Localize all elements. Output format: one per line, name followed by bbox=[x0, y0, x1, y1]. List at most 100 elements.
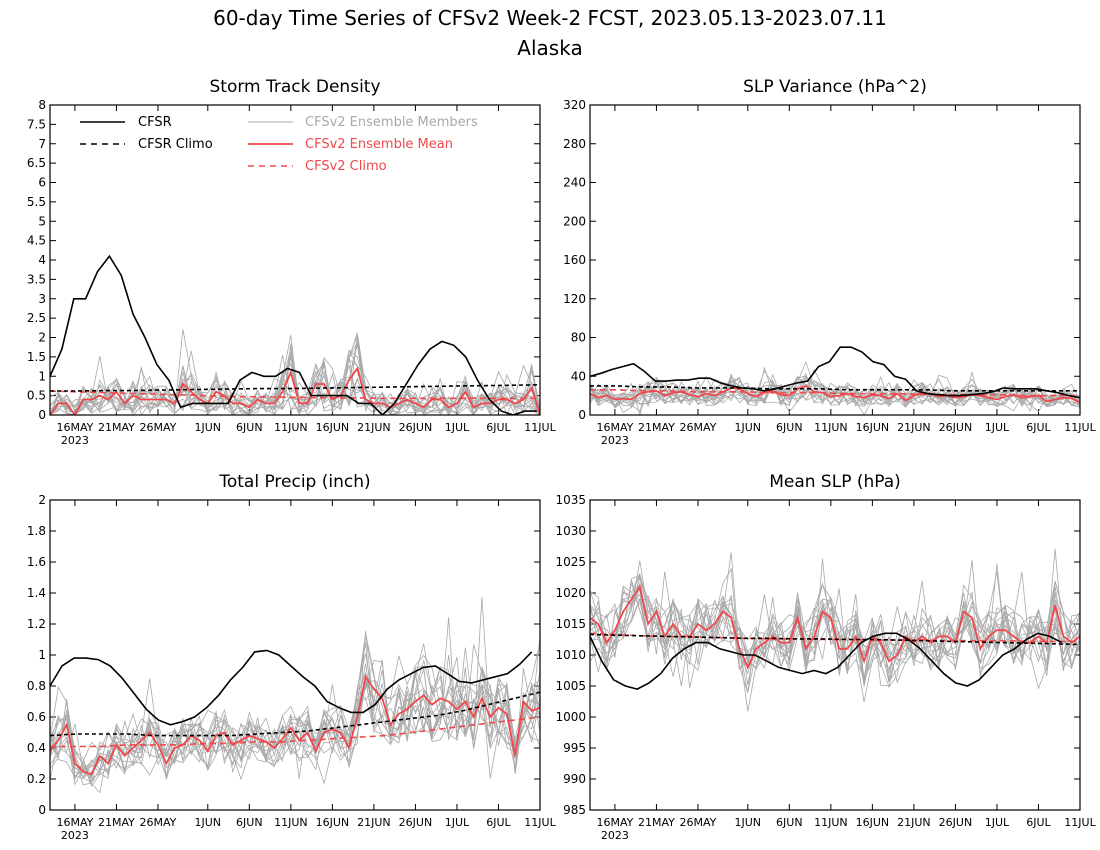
y-tick-label: 1005 bbox=[555, 679, 586, 693]
ensemble-member-line bbox=[50, 659, 540, 786]
ensemble-member-line bbox=[590, 571, 1080, 680]
y-tick-label: 7 bbox=[38, 137, 46, 151]
y-tick-label: 985 bbox=[563, 803, 586, 817]
x-year-label: 2023 bbox=[601, 434, 629, 447]
x-year-label: 2023 bbox=[61, 829, 89, 842]
y-tick-label: 990 bbox=[563, 772, 586, 786]
series-cfsr-climo-line bbox=[590, 385, 1080, 392]
x-tick-label: 11JUL bbox=[524, 816, 556, 829]
y-tick-label: 2 bbox=[38, 331, 46, 345]
panel-2: SLP Variance (hPa^2) 0 40 80 120 160 200 240 280… bbox=[563, 77, 1096, 447]
y-tick-label: 7.5 bbox=[27, 117, 46, 131]
series-cfsr-line bbox=[50, 649, 533, 726]
x-year-label: 2023 bbox=[61, 434, 89, 447]
ensemble-member-line bbox=[50, 666, 540, 782]
ensemble-member-line bbox=[50, 332, 540, 415]
series-cfsv2-climo-line bbox=[590, 388, 1080, 397]
x-tick-label: 6JUN bbox=[236, 421, 263, 434]
legend-label-ens-mean: CFSv2 Ensemble Mean bbox=[305, 137, 453, 152]
x-tick-label: 21JUN bbox=[897, 816, 931, 829]
panel-title: Total Precip (inch) bbox=[218, 472, 370, 492]
x-tick-label: 6JUN bbox=[776, 816, 803, 829]
x-tick-label: 6JUL bbox=[486, 421, 511, 434]
x-tick-label: 6JUL bbox=[486, 816, 511, 829]
x-tick-label: 11JUN bbox=[274, 421, 308, 434]
ensemble-member-line bbox=[590, 366, 1080, 409]
x-tick-label: 11JUL bbox=[1064, 421, 1096, 434]
x-tick-label: 11JUN bbox=[814, 421, 848, 434]
y-tick-label: 0.6 bbox=[27, 710, 46, 724]
y-tick-label: 6.5 bbox=[27, 156, 46, 170]
x-tick-label: 1JUL bbox=[985, 816, 1010, 829]
x-tick-label: 1JUN bbox=[735, 816, 762, 829]
x-tick-label: 21JUN bbox=[897, 421, 931, 434]
series-cfsv2-ensemble-mean-line bbox=[590, 584, 1080, 670]
panel-1: Storm Track Density 0 0.5 1 1.5 2 2.5 3 3.5 4 4.5 5… bbox=[27, 77, 557, 447]
y-tick-label: 320 bbox=[563, 98, 586, 112]
x-tick-label: 26MAY bbox=[140, 421, 177, 434]
ensemble-member-line bbox=[50, 336, 540, 415]
plot-frame bbox=[49, 499, 541, 811]
y-tick-label: 0 bbox=[38, 803, 46, 817]
panel-title: Storm Track Density bbox=[209, 77, 380, 97]
ensemble-member-line bbox=[50, 617, 540, 786]
plot-frame bbox=[589, 104, 1081, 416]
panel-title: SLP Variance (hPa^2) bbox=[743, 77, 927, 97]
x-tick-label: 6JUL bbox=[1026, 816, 1051, 829]
series-cfsr-climo-line bbox=[50, 691, 540, 737]
y-tick-label: 1.8 bbox=[27, 524, 46, 538]
y-tick-label: 6 bbox=[38, 176, 46, 190]
x-tick-label: 1JUL bbox=[445, 421, 470, 434]
x-tick-label: 16MAY bbox=[56, 421, 93, 434]
series-cfsr-climo-line bbox=[590, 633, 1080, 646]
ensemble-member-line bbox=[590, 574, 1080, 689]
y-tick-label: 5.5 bbox=[27, 195, 46, 209]
series-cfsr-climo-line bbox=[50, 384, 540, 392]
y-tick-label: 1.4 bbox=[27, 586, 46, 600]
x-tick-label: 11JUL bbox=[524, 421, 556, 434]
panel-title: Mean SLP (hPa) bbox=[769, 472, 901, 492]
legend-label-cfsr-climo: CFSR Climo bbox=[138, 137, 213, 152]
x-tick-label: 6JUN bbox=[776, 421, 803, 434]
figure-title: 60-day Time Series of CFSv2 Week-2 FCST,… bbox=[213, 6, 887, 30]
x-tick-label: 16JUN bbox=[856, 421, 890, 434]
y-tick-label: 0.8 bbox=[27, 679, 46, 693]
series-cfsr-line bbox=[50, 254, 537, 415]
x-tick-label: 16MAY bbox=[596, 421, 633, 434]
x-tick-label: 21MAY bbox=[98, 421, 135, 434]
y-tick-label: 200 bbox=[563, 214, 586, 228]
x-tick-label: 16JUN bbox=[316, 816, 350, 829]
plot-area bbox=[50, 254, 540, 415]
y-tick-label: 1 bbox=[38, 648, 46, 662]
x-tick-label: 26MAY bbox=[140, 816, 177, 829]
x-tick-label: 26JUN bbox=[399, 421, 433, 434]
y-tick-label: 1035 bbox=[555, 493, 586, 507]
y-tick-label: 120 bbox=[563, 292, 586, 306]
x-tick-label: 21MAY bbox=[638, 816, 675, 829]
y-tick-label: 1010 bbox=[555, 648, 586, 662]
y-tick-label: 4.5 bbox=[27, 234, 46, 248]
y-tick-label: 2.5 bbox=[27, 311, 46, 325]
figure-subtitle: Alaska bbox=[517, 36, 582, 60]
ensemble-member-line bbox=[50, 647, 540, 781]
y-tick-label: 8 bbox=[38, 98, 46, 112]
plot-frame bbox=[49, 104, 541, 416]
x-tick-label: 26JUN bbox=[939, 421, 973, 434]
series-cfsr-line bbox=[590, 346, 1080, 399]
y-tick-label: 1.2 bbox=[27, 617, 46, 631]
panel-3: Total Precip (inch) 0 0.2 0.4 0.6 0.8 1 1.2 1.4 1… bbox=[27, 472, 557, 842]
y-tick-label: 40 bbox=[571, 369, 586, 383]
x-tick-label: 1JUN bbox=[195, 421, 222, 434]
series-cfsv2-ensemble-mean-line bbox=[590, 384, 1080, 404]
ensemble-member-line bbox=[590, 563, 1080, 676]
ensemble-member-line bbox=[50, 355, 540, 415]
plot-frame bbox=[589, 499, 1081, 811]
y-tick-label: 3.5 bbox=[27, 272, 46, 286]
x-tick-label: 6JUL bbox=[1026, 421, 1051, 434]
x-tick-label: 1JUN bbox=[735, 421, 762, 434]
legend-label-members: CFSv2 Ensemble Members bbox=[305, 115, 478, 130]
plot-area bbox=[50, 596, 540, 794]
legend-label-cfsr: CFSR bbox=[138, 115, 172, 130]
